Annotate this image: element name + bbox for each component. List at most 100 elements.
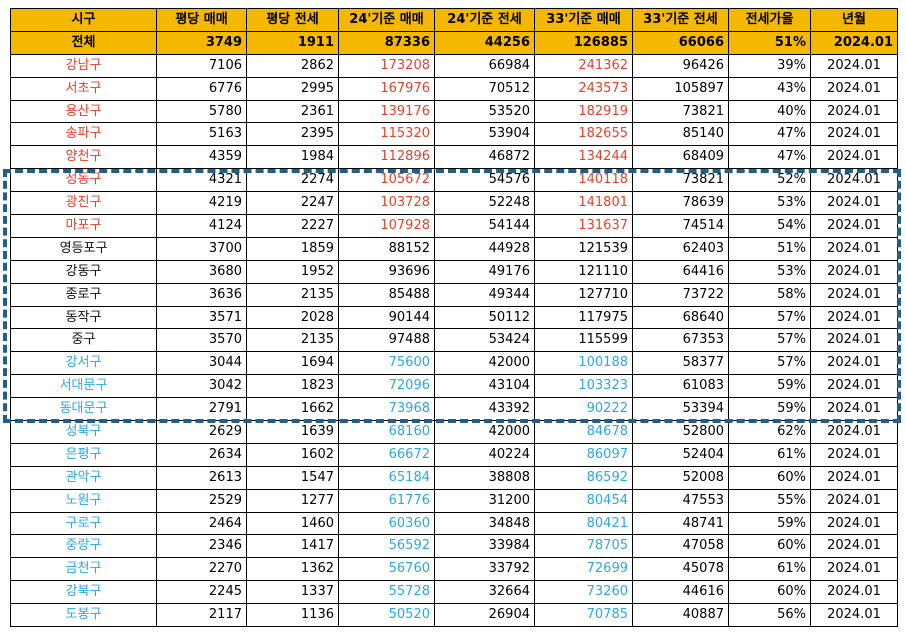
- table-cell: 68409: [632, 145, 729, 170]
- table-cell: 31200: [434, 488, 535, 513]
- table-cell: 2024.01: [810, 145, 898, 170]
- table-cell: 2024.01: [810, 488, 898, 513]
- table-cell: 2024.01: [810, 442, 898, 467]
- table-cell: 1859: [246, 236, 339, 261]
- table-cell: 3680: [156, 259, 247, 284]
- total-cell: 66066: [632, 30, 729, 55]
- table-cell: 58%: [728, 282, 811, 307]
- table-cell: 2274: [246, 168, 339, 193]
- table-cell: 2613: [156, 465, 247, 490]
- table-row: 동작구 3571 2028 90144 50112 117975 68640 57% 2024.…: [10, 305, 898, 330]
- table-cell: 66672: [338, 442, 435, 467]
- table-cell: 61083: [632, 374, 729, 399]
- table-cell: 47%: [728, 145, 811, 170]
- table-row: 금천구 2270 1362 56760 33792 72699 45078 61% 2024.0…: [10, 557, 898, 582]
- table-cell: 47%: [728, 122, 811, 147]
- table-cell: 93696: [338, 259, 435, 284]
- table-cell: 97488: [338, 328, 435, 353]
- table-row: 은평구 2634 1602 66672 40224 86097 52404 61% 2024.0…: [10, 442, 898, 467]
- table-cell: 2024.01: [810, 214, 898, 238]
- table-row: 서초구 6776 2995 167976 70512 243573 105897 43% 202…: [10, 76, 898, 101]
- district-name: 동대문구: [10, 397, 157, 422]
- total-cell: 44256: [434, 30, 535, 55]
- district-name: 중랑구: [10, 534, 157, 559]
- table-cell: 62%: [728, 420, 811, 444]
- table-cell: 84678: [534, 420, 633, 444]
- table-cell: 2024.01: [810, 236, 898, 261]
- table-row: 구로구 2464 1460 60360 34848 80421 48741 59% 2024.0…: [10, 511, 898, 536]
- table-cell: 1602: [246, 442, 339, 467]
- table-cell: 3570: [156, 328, 247, 353]
- table-cell: 59%: [728, 397, 811, 422]
- table-cell: 4359: [156, 145, 247, 170]
- table-cell: 2024.01: [810, 305, 898, 330]
- district-name: 송파구: [10, 122, 157, 147]
- district-name: 양천구: [10, 145, 157, 170]
- table-cell: 96426: [632, 53, 729, 78]
- table-cell: 103728: [338, 191, 435, 216]
- table-cell: 131637: [534, 214, 633, 238]
- table-cell: 182655: [534, 122, 633, 147]
- table-cell: 53424: [434, 328, 535, 353]
- table-cell: 56592: [338, 534, 435, 559]
- table-cell: 53520: [434, 99, 535, 124]
- col-header-33-sale: 33'기준 매매: [534, 8, 633, 32]
- table-cell: 60360: [338, 511, 435, 536]
- district-name: 강남구: [10, 53, 157, 78]
- table-cell: 2024.01: [810, 420, 898, 444]
- table-cell: 59%: [728, 511, 811, 536]
- table-cell: 2024.01: [810, 397, 898, 422]
- table-cell: 52008: [632, 465, 729, 490]
- table-cell: 1337: [246, 580, 339, 605]
- table-cell: 53%: [728, 191, 811, 216]
- table-cell: 43104: [434, 374, 535, 399]
- col-header-24-jeonse: 24'기준 전세: [434, 8, 535, 32]
- table-row: 성북구 2629 1639 68160 42000 84678 52800 62% 2024.0…: [10, 420, 898, 444]
- table-row: 양천구 4359 1984 112896 46872 134244 68409 47% 2024…: [10, 145, 898, 170]
- table-cell: 5780: [156, 99, 247, 124]
- table-cell: 127710: [534, 282, 633, 307]
- table-cell: 2024.01: [810, 168, 898, 193]
- table-cell: 38808: [434, 465, 535, 490]
- table-cell: 2245: [156, 580, 247, 605]
- col-header-district: 시구: [10, 8, 157, 32]
- table-cell: 70785: [534, 603, 633, 628]
- table-cell: 2135: [246, 328, 339, 353]
- table-cell: 1547: [246, 465, 339, 490]
- table-cell: 44616: [632, 580, 729, 605]
- col-header-33-jeonse: 33'기준 전세: [632, 8, 729, 32]
- table-cell: 2024.01: [810, 191, 898, 216]
- table-cell: 49176: [434, 259, 535, 284]
- total-cell: 3749: [156, 30, 247, 55]
- table-row: 서대문구 3042 1823 72096 43104 103323 61083 59% 2024…: [10, 374, 898, 399]
- table-cell: 73968: [338, 397, 435, 422]
- table-cell: 2791: [156, 397, 247, 422]
- table-cell: 1460: [246, 511, 339, 536]
- table-row: 관악구 2613 1547 65184 38808 86592 52008 60% 2024.0…: [10, 465, 898, 490]
- table-cell: 61%: [728, 557, 811, 582]
- table-cell: 1417: [246, 534, 339, 559]
- col-header-24-sale: 24'기준 매매: [338, 8, 435, 32]
- table-cell: 46872: [434, 145, 535, 170]
- table-cell: 70512: [434, 76, 535, 101]
- table-cell: 1362: [246, 557, 339, 582]
- table-row: 강북구 2245 1337 55728 32664 73260 44616 60% 2024.0…: [10, 580, 898, 605]
- table-cell: 117975: [534, 305, 633, 330]
- table-cell: 57%: [728, 305, 811, 330]
- table-cell: 3636: [156, 282, 247, 307]
- table-cell: 80454: [534, 488, 633, 513]
- table-cell: 58377: [632, 351, 729, 376]
- table-row: 중랑구 2346 1417 56592 33984 78705 47058 60% 2024.0…: [10, 534, 898, 559]
- table-cell: 33792: [434, 557, 535, 582]
- table-cell: 103323: [534, 374, 633, 399]
- table-cell: 139176: [338, 99, 435, 124]
- table-cell: 182919: [534, 99, 633, 124]
- table-cell: 47553: [632, 488, 729, 513]
- table-cell: 121539: [534, 236, 633, 261]
- table-cell: 86097: [534, 442, 633, 467]
- district-name: 광진구: [10, 191, 157, 216]
- table-cell: 2024.01: [810, 99, 898, 124]
- table-cell: 2024.01: [810, 511, 898, 536]
- table-cell: 2862: [246, 53, 339, 78]
- district-name: 구로구: [10, 511, 157, 536]
